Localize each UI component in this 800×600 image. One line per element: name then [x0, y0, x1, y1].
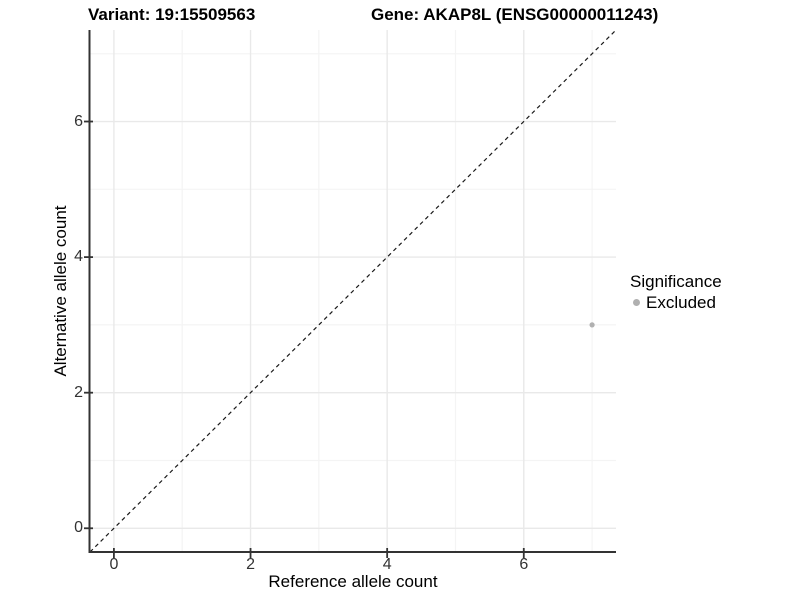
legend-item-label: Excluded: [646, 293, 716, 312]
x-tick-label: 6: [519, 556, 529, 573]
x-tick-label: 4: [382, 556, 392, 573]
y-tick-label: 6: [74, 112, 83, 130]
y-tick-label: 0: [74, 519, 83, 537]
gene-title: Gene: AKAP8L (ENSG00000011243): [371, 5, 659, 24]
identity-line: [89, 29, 617, 553]
variant-title: Variant: 19:15509563: [88, 5, 256, 24]
legend-items: Excluded: [630, 293, 722, 312]
legend-item: Excluded: [630, 293, 722, 312]
x-axis-title: Reference allele count: [268, 572, 438, 591]
data-point: [589, 322, 595, 328]
legend-point-icon: [633, 299, 640, 306]
y-tick-label: 4: [74, 248, 83, 266]
y-axis-title: Alternative allele count: [51, 205, 70, 377]
legend-title: Significance: [630, 272, 722, 291]
x-tick-label: 2: [246, 556, 255, 573]
x-tick-label: 0: [109, 556, 119, 573]
y-tick-label: 2: [74, 383, 83, 401]
legend: Significance Excluded: [630, 272, 722, 312]
